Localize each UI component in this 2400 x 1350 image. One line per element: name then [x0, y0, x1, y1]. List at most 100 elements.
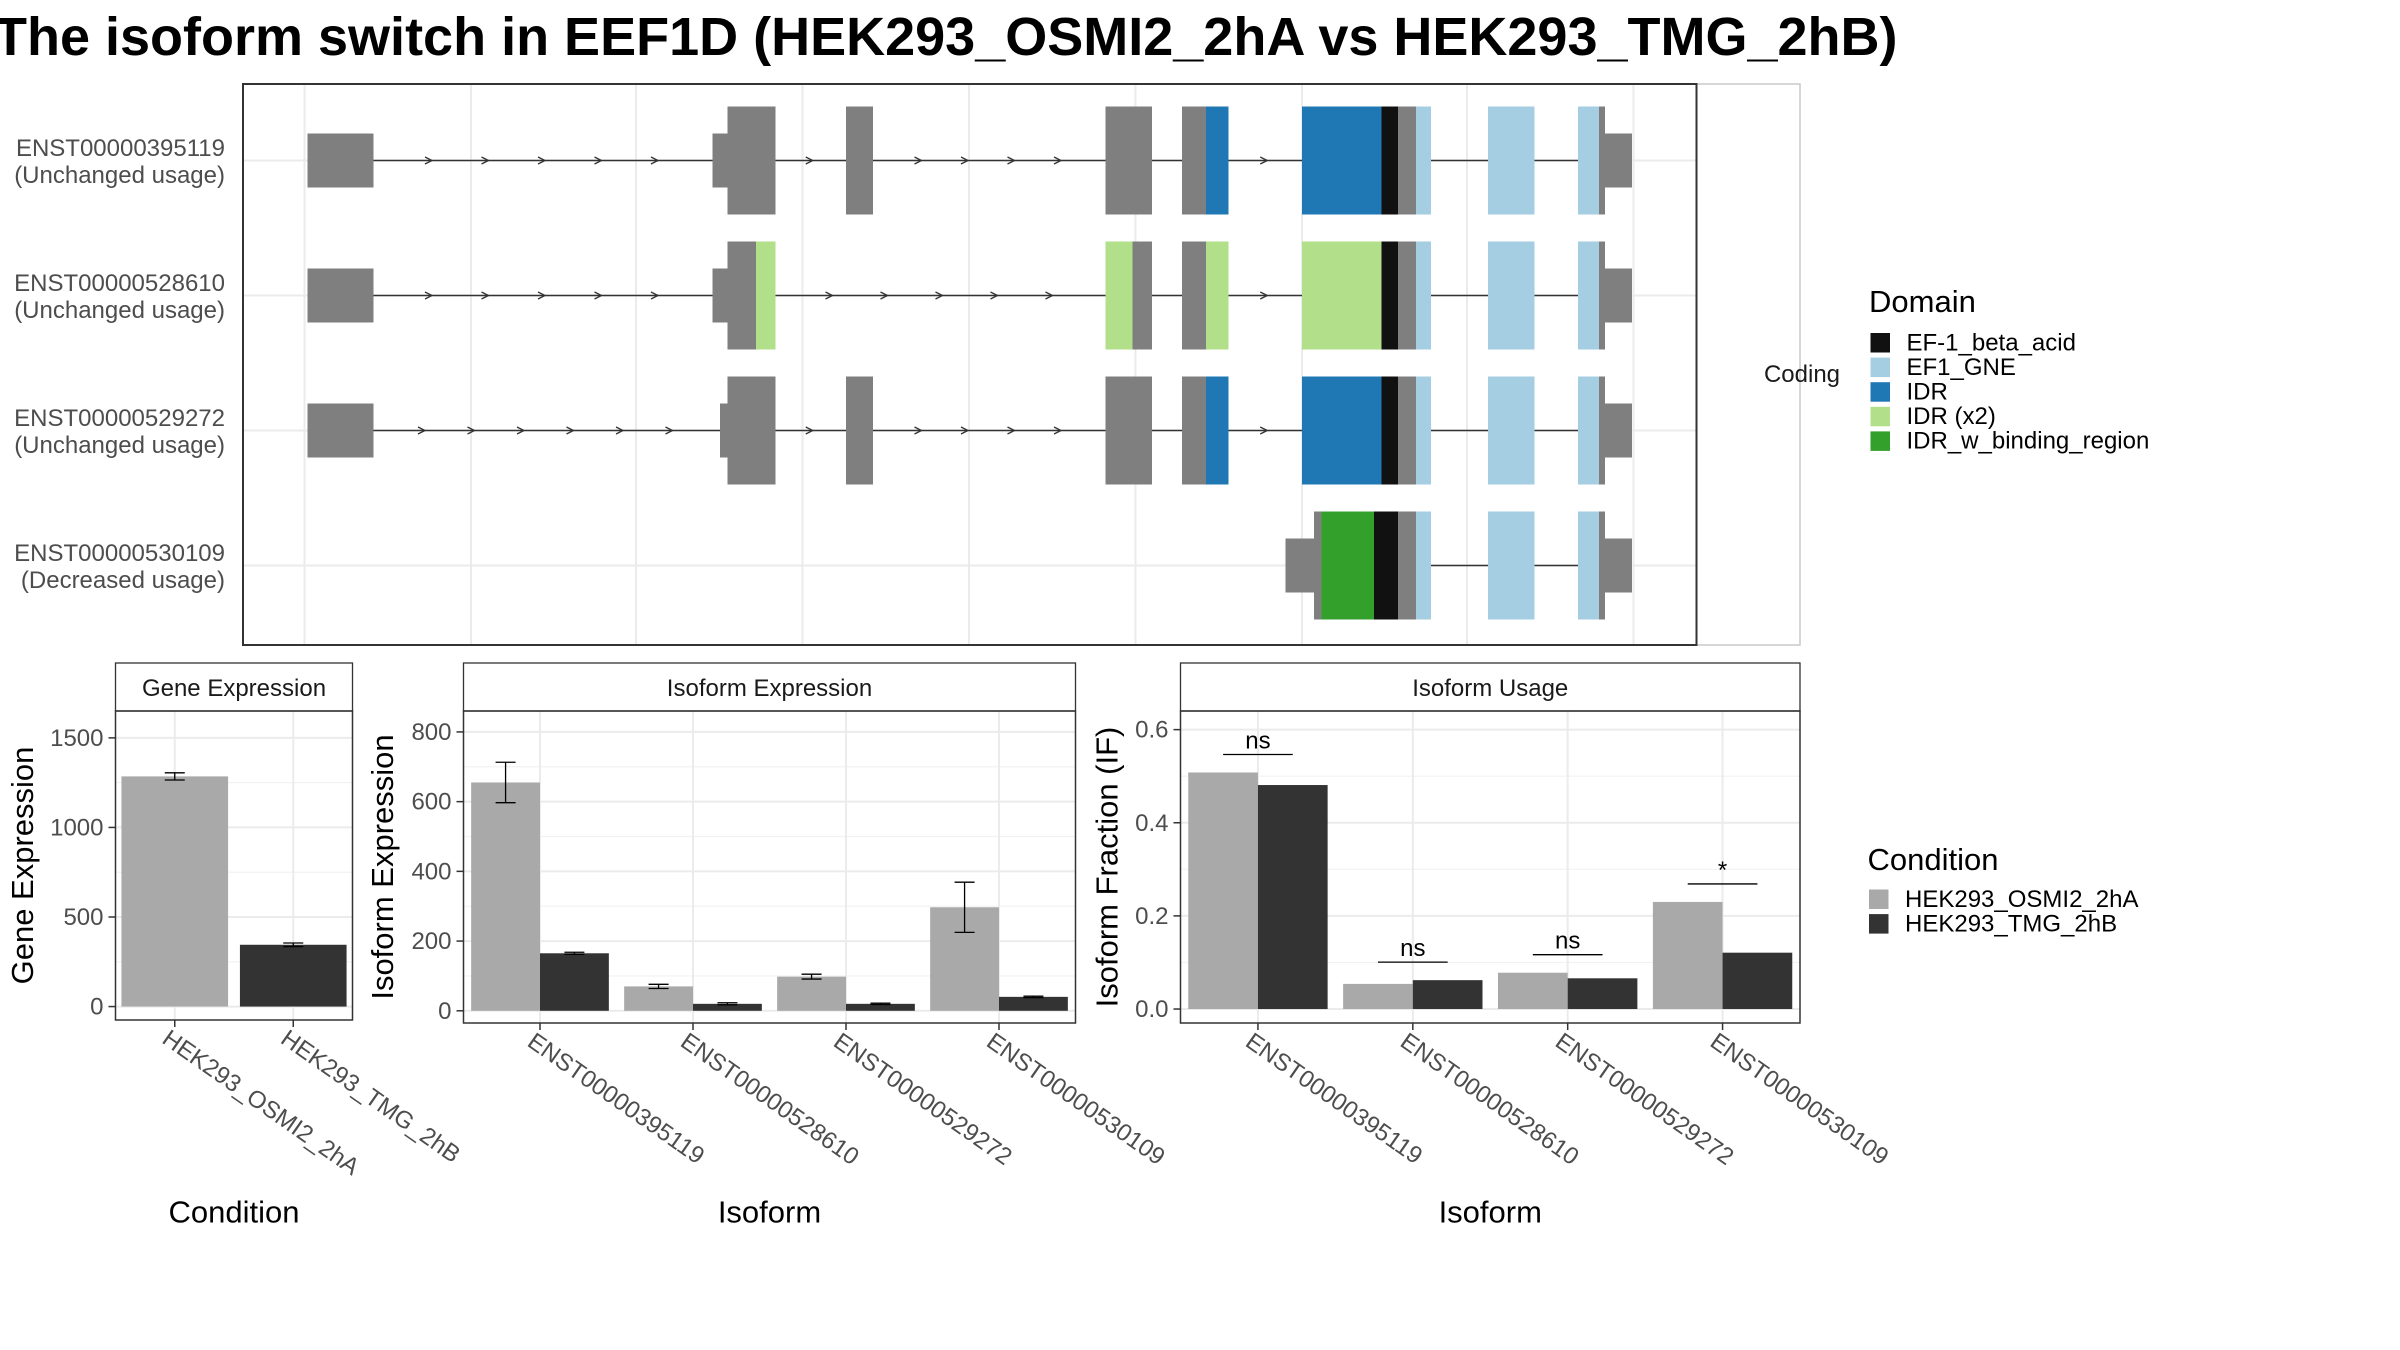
- bar: [1257, 785, 1328, 1010]
- bar: [624, 986, 693, 1011]
- legend-label: HEK293_OSMI2_2hA: [1905, 886, 2138, 913]
- exon: [1398, 106, 1416, 215]
- exon-utr: [1285, 538, 1314, 593]
- error-bar: [1023, 995, 1044, 999]
- exon: [1182, 241, 1206, 350]
- legend-swatch: [1869, 889, 1889, 909]
- transcript-id: ENST00000529272: [14, 405, 225, 432]
- exon-domain: [1321, 511, 1374, 620]
- y-tick-label: 400: [411, 858, 451, 885]
- intron-arrow: [537, 291, 547, 300]
- panel-title: Isoform Expression: [667, 675, 872, 702]
- transcript-usage: (Unchanged usage): [14, 297, 225, 324]
- exon: [1599, 241, 1605, 350]
- exon: [1182, 106, 1206, 215]
- y-tick-label: 200: [411, 928, 451, 955]
- intron-arrow: [424, 156, 434, 165]
- transcript-usage: (Unchanged usage): [14, 432, 225, 459]
- intron-arrow: [537, 156, 547, 165]
- exon: [1105, 106, 1152, 215]
- intron-arrow: [481, 291, 490, 300]
- exon-domain: [1302, 106, 1382, 215]
- transcript-usage: (Decreased usage): [21, 567, 225, 594]
- intron-arrow: [914, 426, 923, 435]
- error-bar: [717, 1002, 738, 1006]
- y-tick-label: 0: [90, 994, 103, 1021]
- exon-utr: [307, 403, 374, 458]
- significance-label: ns: [1245, 727, 1270, 754]
- exon-domain: [1578, 376, 1599, 485]
- legend-swatch: [1870, 333, 1890, 353]
- bar: [1722, 952, 1793, 1010]
- exon-domain: [1206, 241, 1229, 350]
- error-bar: [164, 772, 185, 781]
- y-tick-label: 800: [411, 719, 451, 746]
- transcript-usage: (Unchanged usage): [14, 162, 225, 189]
- intron-arrow: [1259, 291, 1269, 300]
- x-axis-title: Isoform: [1439, 1195, 1542, 1230]
- panel-title: Isoform Usage: [1412, 675, 1568, 702]
- error-bar: [801, 973, 822, 980]
- exon-domain: [1578, 241, 1599, 350]
- plot-border: [114, 710, 354, 1021]
- exon-domain: [1578, 511, 1599, 620]
- panel-strip: [462, 662, 1077, 712]
- error-bar: [954, 881, 975, 934]
- exon: [1599, 376, 1605, 485]
- exon-domain: [1416, 106, 1431, 215]
- significance-label: ns: [1555, 928, 1580, 955]
- intron-arrow: [650, 156, 660, 165]
- exon-utr: [1605, 268, 1632, 323]
- exon-domain: [1416, 511, 1431, 620]
- exon-domain: [1206, 106, 1229, 215]
- transcript-id: ENST00000530109: [14, 540, 225, 567]
- panel-title: Gene Expression: [142, 675, 326, 702]
- y-axis-title: Isoform Fraction (IF): [1090, 727, 1125, 1008]
- intron-arrow: [1007, 426, 1016, 435]
- error-bar: [564, 951, 585, 955]
- x-tick-label: HEK293_OSMI2_2hA: [157, 1025, 364, 1181]
- y-tick-label: 0.0: [1135, 996, 1168, 1023]
- intron-arrow: [805, 426, 815, 435]
- error-bar: [495, 761, 516, 804]
- y-tick-label: 0.4: [1135, 810, 1168, 837]
- bar: [1188, 772, 1258, 1010]
- exon-utr: [307, 133, 374, 188]
- legend-swatch: [1870, 357, 1890, 378]
- bar: [1497, 972, 1568, 1010]
- y-axis-title: Isoform Expression: [365, 734, 400, 999]
- exon: [1105, 376, 1152, 485]
- intron-arrow: [1007, 156, 1016, 165]
- plot-border: [1179, 710, 1801, 1024]
- intron-arrow: [935, 291, 944, 300]
- x-axis-title: Condition: [169, 1195, 300, 1230]
- y-tick-label: 0.2: [1135, 903, 1168, 930]
- strip-panel: [1695, 83, 1801, 646]
- bar: [239, 944, 347, 1007]
- intron-arrow: [805, 156, 815, 165]
- intron-arrow: [566, 426, 575, 435]
- exon-domain: [1488, 241, 1535, 350]
- legend-title: Condition: [1868, 842, 1999, 877]
- exon: [727, 106, 776, 215]
- significance-label: ns: [1400, 935, 1425, 962]
- exon-domain: [1416, 241, 1431, 350]
- exon-utr: [307, 268, 374, 323]
- exon-domain: [1416, 376, 1431, 485]
- exon: [1398, 241, 1416, 350]
- legend-label: IDR: [1907, 378, 1948, 405]
- bar: [846, 1003, 915, 1011]
- intron-arrow: [1053, 156, 1063, 165]
- error-bar: [648, 983, 669, 990]
- error-bar: [283, 942, 304, 948]
- exon: [1398, 376, 1416, 485]
- intron-arrow: [1259, 156, 1269, 165]
- exon: [1314, 511, 1322, 620]
- panel-strip: [1179, 662, 1801, 712]
- exon-domain: [1381, 106, 1398, 215]
- exon-utr: [1605, 133, 1632, 188]
- exon: [727, 241, 756, 350]
- intron-arrow: [1259, 426, 1269, 435]
- legend-label: IDR (x2): [1907, 403, 1996, 430]
